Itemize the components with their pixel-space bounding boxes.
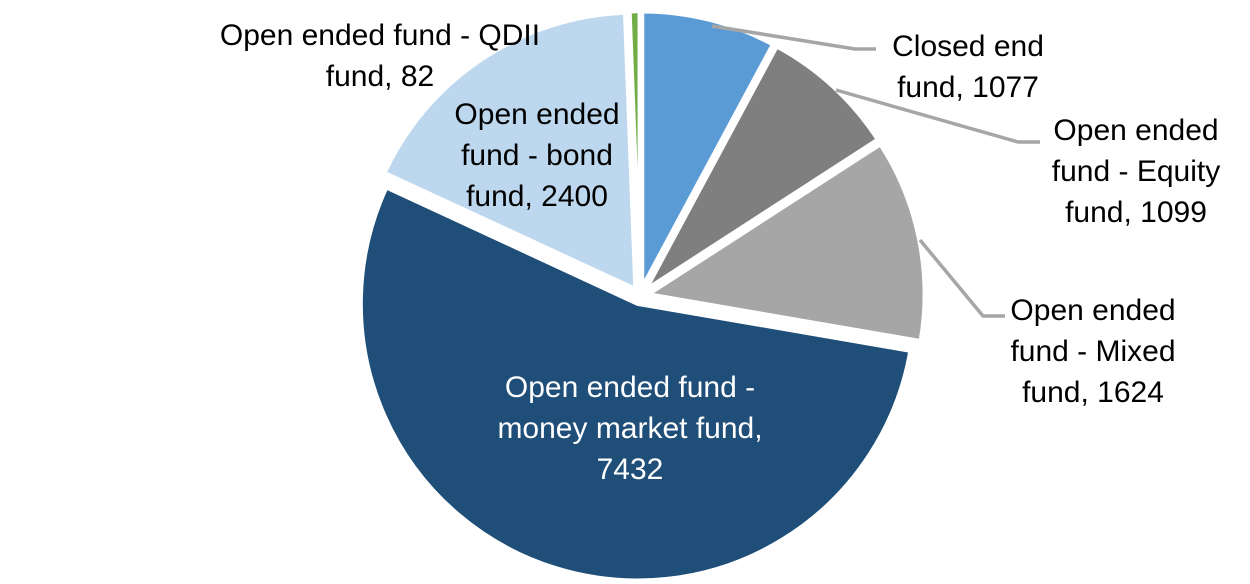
data-label-closed-end-fund: Closed end fund, 1077 (868, 26, 1068, 108)
pie-slice-open-ended-fund-mixed-fund (645, 141, 928, 344)
data-label-line: fund, 2400 (466, 180, 608, 213)
leader-line-equity-fund (835, 88, 1040, 144)
data-label-line: Open ended fund - (504, 371, 756, 404)
data-label-line: Open ended (1053, 114, 1219, 147)
data-label-line: 7432 (596, 453, 664, 486)
pie-slice-open-ended-fund-bond-fund (381, 10, 638, 292)
data-label-line: Closed end (892, 30, 1044, 63)
data-label-mixed-fund: Open ended fund - Mixed fund, 1624 (993, 290, 1193, 413)
pie-slice-open-ended-fund-money-market-fund (358, 184, 913, 583)
data-label-line: Open ended (1010, 294, 1176, 327)
pie-slice-closed-end-fund (639, 8, 776, 291)
data-label-line: fund, 1077 (897, 71, 1039, 104)
leader-line-mixed-fund (918, 238, 1005, 318)
data-label-line: fund - bond (461, 139, 613, 172)
data-label-line: fund - Equity (1051, 155, 1221, 188)
pie-slice-open-ended-fund-qdii-fund (627, 8, 643, 291)
data-label-line: Open ended fund - QDII (219, 19, 541, 52)
data-label-line: fund, 1099 (1065, 196, 1207, 229)
leader-line-closed-end-fund (711, 24, 876, 51)
data-label-line: Open ended (454, 98, 620, 131)
data-label-line: fund - Mixed (1010, 335, 1176, 368)
data-label-line: money market fund, (497, 412, 763, 445)
data-label-line: fund, 1624 (1022, 376, 1164, 409)
data-label-equity-fund: Open ended fund - Equity fund, 1099 (1036, 110, 1236, 233)
pie-slice-open-ended-fund-equity-fund (643, 43, 881, 293)
data-label-bond-fund: Open ended fund - bond fund, 2400 (432, 94, 642, 217)
data-label-money-market-fund: Open ended fund - money market fund, 743… (455, 367, 805, 490)
data-label-qdii-fund: Open ended fund - QDII fund, 82 (195, 15, 565, 97)
data-label-line: fund, 82 (325, 60, 435, 93)
